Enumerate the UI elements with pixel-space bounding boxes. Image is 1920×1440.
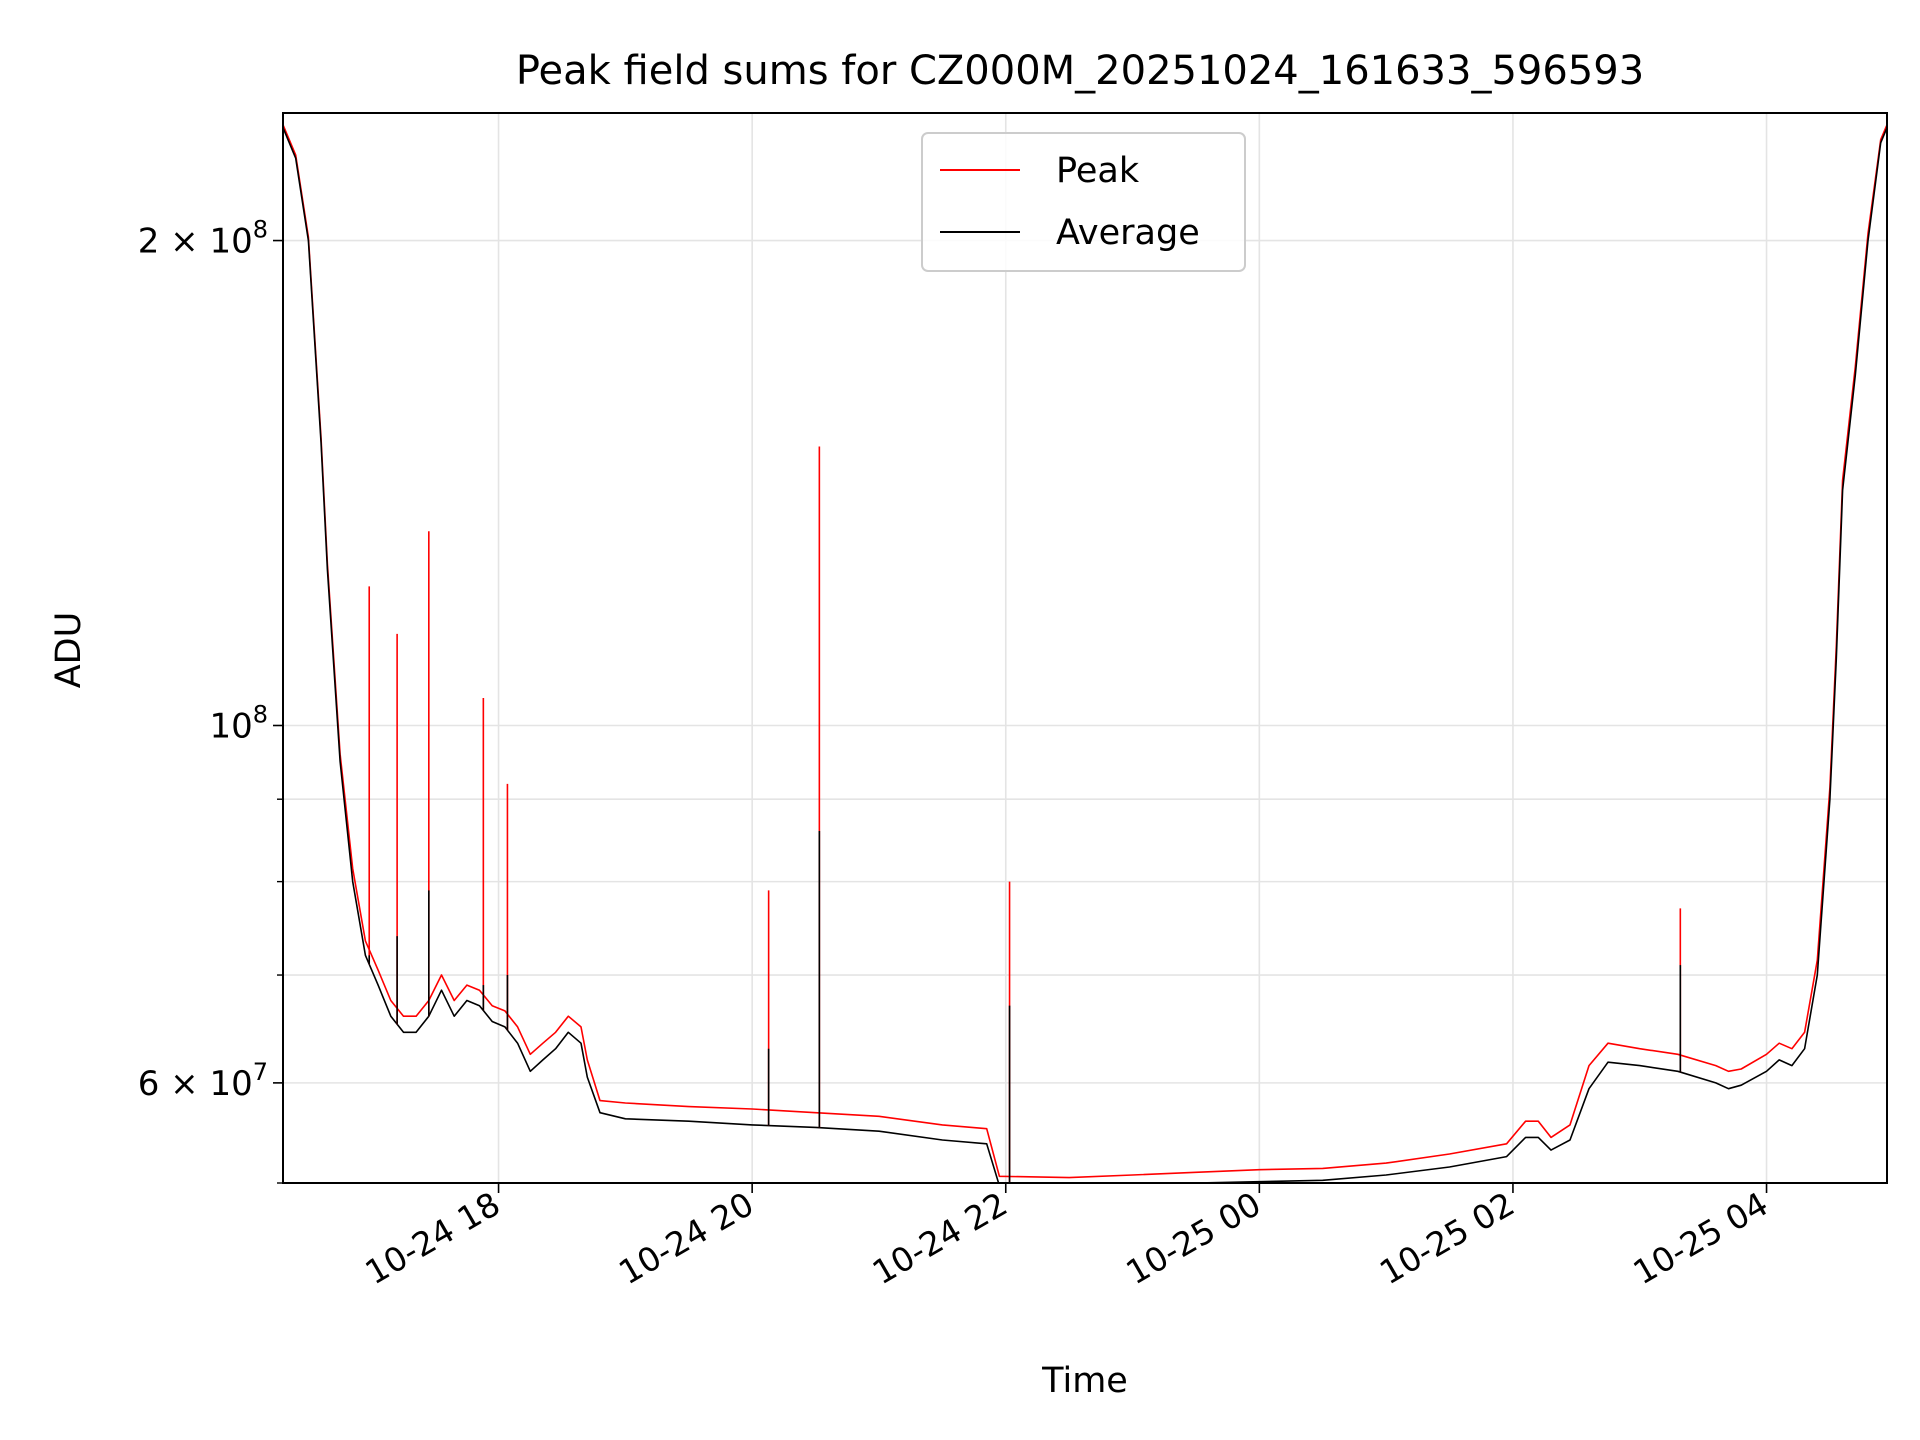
x-axis-label: Time <box>1041 1361 1128 1401</box>
series-line-average <box>283 127 1887 1183</box>
y-tick-label: 2 × 108 <box>138 216 268 262</box>
y-axis-label: ADU <box>49 612 89 689</box>
series-layer <box>283 124 1887 1183</box>
legend: Peak Average <box>921 132 1246 272</box>
legend-box <box>921 132 1246 272</box>
series-line-peak <box>283 124 1887 1179</box>
y-tick-label: 6 × 107 <box>138 1058 268 1104</box>
legend-label-average: Average <box>1056 213 1200 253</box>
plot-frame <box>282 112 1888 1184</box>
chart-title: Peak field sums for CZ000M_20251024_1616… <box>516 48 1644 94</box>
y-tick-label: 108 <box>209 700 268 746</box>
legend-label-peak: Peak <box>1056 151 1140 191</box>
